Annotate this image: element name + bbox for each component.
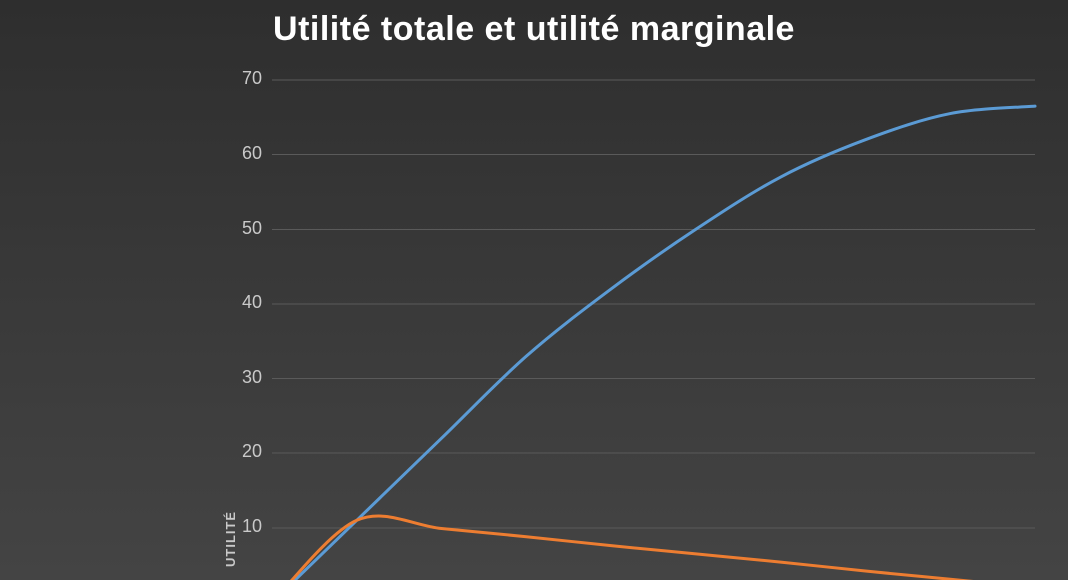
gridlines (272, 80, 1035, 528)
series-utilité-totale (272, 106, 1035, 580)
series-utilité-marginale (272, 516, 1035, 580)
series-group (272, 106, 1035, 580)
plot-svg (0, 0, 1068, 580)
chart-root: Utilité totale et utilité marginale UTIL… (0, 0, 1068, 580)
